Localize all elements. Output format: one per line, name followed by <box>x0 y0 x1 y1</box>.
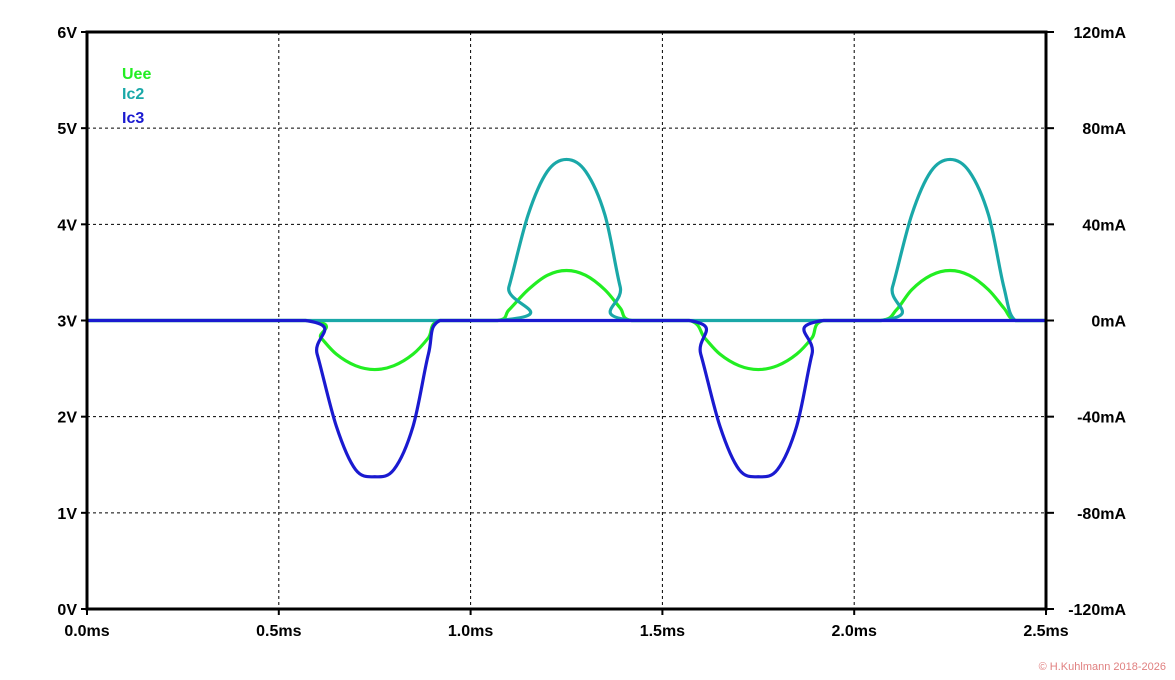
series-line-ic2 <box>85 157 1048 323</box>
copyright-text: © H.Kuhlmann 2018-2026 <box>1039 661 1166 673</box>
y-right-tick-label: 120mA <box>1074 25 1127 42</box>
x-tick-label: 0.5ms <box>256 623 301 640</box>
y-right-tick-label: -120mA <box>1068 602 1126 619</box>
y-left-tick-label: 0V <box>57 602 77 619</box>
legend-entry-uee: Uee <box>122 66 151 83</box>
y-left-tick-label: 4V <box>57 217 77 234</box>
y-right-tick-label: -40mA <box>1077 410 1126 427</box>
x-tick-label: 2.5ms <box>1023 623 1068 640</box>
y-right-tick-label: 0mA <box>1091 314 1126 331</box>
y-right-tick-label: 40mA <box>1082 217 1126 234</box>
series-line-ic3 <box>85 318 1048 479</box>
y-right-tick-label: 80mA <box>1082 121 1126 138</box>
x-tick-label: 2.0ms <box>832 623 877 640</box>
x-tick-label: 0.0ms <box>64 623 109 640</box>
x-tick-label: 1.5ms <box>640 623 685 640</box>
y-left-tick-label: 5V <box>57 121 77 138</box>
y-right-tick-label: -80mA <box>1077 506 1126 523</box>
y-axis-left-tick-labels: 0V 1V 2V 3V 4V 5V 6V <box>57 25 77 619</box>
legend-entry-ic3: Ic3 <box>122 110 144 127</box>
series-group <box>85 157 1048 479</box>
legend-entry-ic2: Ic2 <box>122 86 144 103</box>
y-axis-right-tick-labels: -120mA -80mA -40mA 0mA 40mA 80mA 120mA <box>1068 25 1126 619</box>
y-left-tick-label: 1V <box>57 506 77 523</box>
x-tick-label: 1.0ms <box>448 623 493 640</box>
y-left-tick-label: 3V <box>57 314 77 331</box>
y-left-tick-label: 6V <box>57 25 77 42</box>
y-left-tick-label: 2V <box>57 410 77 427</box>
x-axis-tick-labels: 0.0ms 0.5ms 1.0ms 1.5ms 2.0ms 2.5ms <box>64 623 1068 640</box>
legend: Uee Ic2 Ic3 <box>122 66 151 127</box>
axis-ticks <box>81 31 1054 615</box>
